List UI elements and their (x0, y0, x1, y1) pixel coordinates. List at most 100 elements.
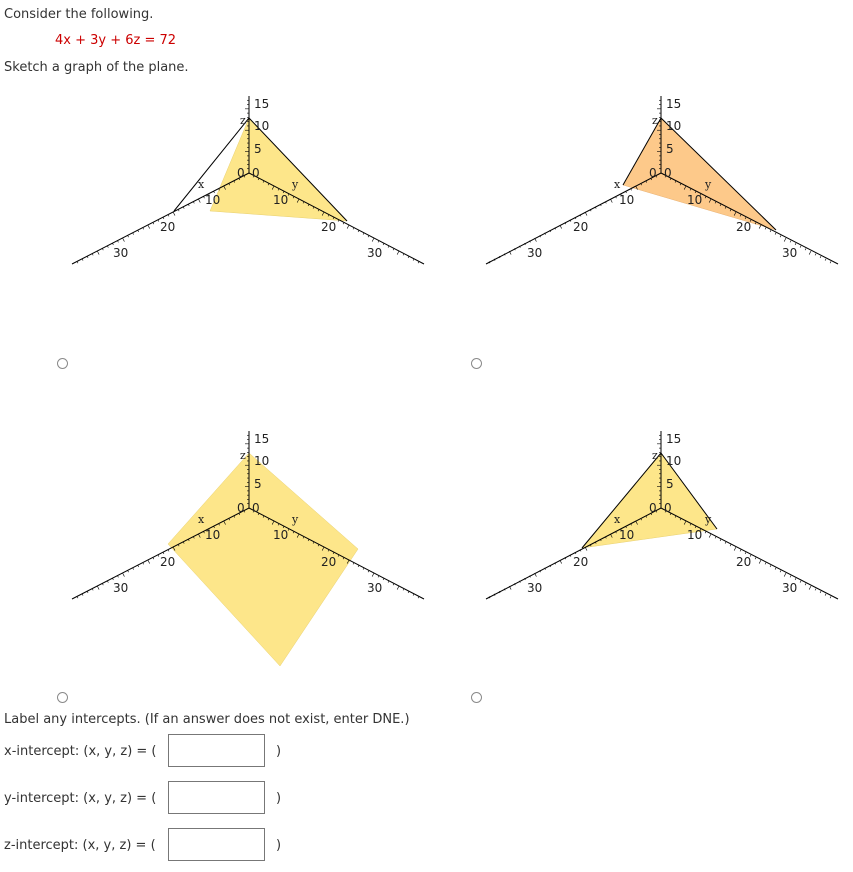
axis-tick-mark (102, 583, 104, 586)
axis-tick-mark (664, 510, 667, 513)
axis-tick-mark (764, 562, 767, 565)
intercepts-prompt: Label any intercepts. (If an answer does… (4, 712, 410, 727)
graph-a-y-origin-tick: 0 (252, 166, 260, 180)
axis-tick-mark (117, 240, 119, 243)
axis-tick-mark (758, 559, 762, 564)
axis-tick-mark (534, 237, 537, 242)
axis-tick-mark (758, 224, 762, 229)
axis-tick-mark (574, 217, 577, 220)
graph-b-x-tick: 10 (619, 193, 634, 207)
axis-tick-mark (327, 214, 330, 217)
axis-tick-mark (754, 222, 757, 225)
radio-option-d[interactable] (471, 692, 482, 703)
axis-tick-mark (262, 180, 265, 183)
axis-tick-mark (287, 528, 290, 531)
graph-option-c: 15 10 5 0 0 z x y 10 20 30 10 20 30 (40, 425, 466, 685)
graph-d-y-tick: 20 (736, 555, 751, 569)
axis-tick-mark (708, 533, 712, 538)
axis-tick-mark (559, 559, 562, 564)
axis-tick-mark (157, 219, 160, 222)
axis-tick-mark (127, 235, 129, 238)
graph-b-y-axis (660, 172, 839, 265)
axis-tick-mark (162, 217, 165, 220)
axis-tick-mark (650, 513, 653, 516)
axis-tick-mark (208, 528, 210, 531)
radio-option-c[interactable] (57, 692, 68, 703)
axis-tick-mark (188, 204, 190, 207)
axis-tick-mark (689, 188, 692, 191)
axis-tick-mark (794, 578, 797, 581)
axis-tick-mark (733, 211, 737, 216)
axis-tick-mark (407, 591, 410, 594)
axis-tick-mark (635, 185, 638, 190)
axis-tick-mark (664, 175, 667, 178)
axis-tick-mark (91, 588, 94, 591)
axis-tick-mark (674, 515, 677, 518)
axis-tick-mark (81, 593, 84, 596)
axis-tick-mark (679, 518, 682, 521)
axis-tick-mark (412, 258, 415, 261)
axis-tick-mark (754, 557, 757, 560)
axis-tick-mark (640, 518, 642, 521)
radio-option-a[interactable] (57, 358, 68, 369)
axis-tick-mark (228, 183, 230, 186)
axis-tick-mark (708, 198, 712, 203)
axis-tick-mark (799, 245, 802, 248)
axis-tick-mark (733, 546, 737, 551)
axis-tick-mark (503, 253, 506, 256)
z-intercept-input[interactable] (168, 828, 265, 861)
axis-tick-mark (307, 539, 310, 542)
axis-tick-mark (223, 185, 226, 190)
axis-tick-mark (137, 230, 139, 233)
graph-b-plane (622, 117, 777, 231)
axis-tick-mark (122, 237, 125, 242)
axis-tick-mark (337, 219, 340, 222)
graph-c-y-tick: 10 (273, 528, 288, 542)
graph-a-x-tick: 30 (113, 246, 128, 260)
axis-tick-mark (829, 261, 832, 264)
axis-tick-mark (794, 243, 797, 246)
axis-tick-mark (107, 245, 109, 248)
axis-tick-mark (549, 565, 551, 568)
graph-option-b: 15 10 5 0 0 z x y 10 20 30 10 20 30 (414, 90, 840, 350)
axis-tick-mark (367, 235, 370, 238)
graph-c-z-tick: 10 (254, 454, 269, 468)
axis-tick-mark (132, 567, 134, 570)
axis-tick-mark (172, 211, 176, 216)
y-intercept-input[interactable] (168, 781, 265, 814)
axis-tick-mark (97, 585, 100, 590)
axis-tick-mark (203, 196, 205, 199)
x-intercept-input[interactable] (168, 734, 265, 767)
axis-tick-mark (243, 175, 246, 178)
axis-tick-mark (177, 544, 180, 547)
graph-b-x-tick: 30 (527, 246, 542, 260)
axis-tick-mark (625, 526, 627, 529)
axis-tick-mark (539, 235, 541, 238)
graph-d-z-tick: 5 (666, 477, 674, 491)
axis-tick-mark (193, 201, 195, 204)
axis-tick-mark (503, 588, 506, 591)
axis-tick-mark (152, 222, 155, 225)
graph-a-y-label: y (291, 178, 299, 191)
radio-option-b[interactable] (471, 358, 482, 369)
axis-tick-mark (514, 248, 516, 251)
axis-tick-mark (594, 206, 597, 209)
graph-c-z-tick: 15 (254, 432, 269, 446)
axis-tick-mark (564, 557, 567, 560)
axis-tick-mark (213, 526, 215, 529)
graph-c-x-tick: 10 (205, 528, 220, 542)
axis-tick-mark (91, 253, 94, 256)
graph-c-y-origin-tick: 0 (252, 501, 260, 515)
axis-tick-mark (769, 565, 772, 568)
axis-tick-mark (655, 175, 658, 178)
axis-tick-mark (357, 230, 360, 233)
axis-tick-mark (182, 206, 185, 209)
axis-tick-mark (277, 188, 280, 191)
axis-tick-mark (392, 583, 395, 586)
axis-tick-mark (387, 245, 390, 248)
graph-a-svg: 15 10 5 0 0 z x y 10 20 30 10 20 30 (71, 96, 425, 265)
axis-tick-mark (396, 585, 400, 590)
axis-tick-mark (337, 554, 340, 557)
axis-tick-mark (282, 191, 285, 194)
graph-c-y-label: y (291, 513, 299, 526)
